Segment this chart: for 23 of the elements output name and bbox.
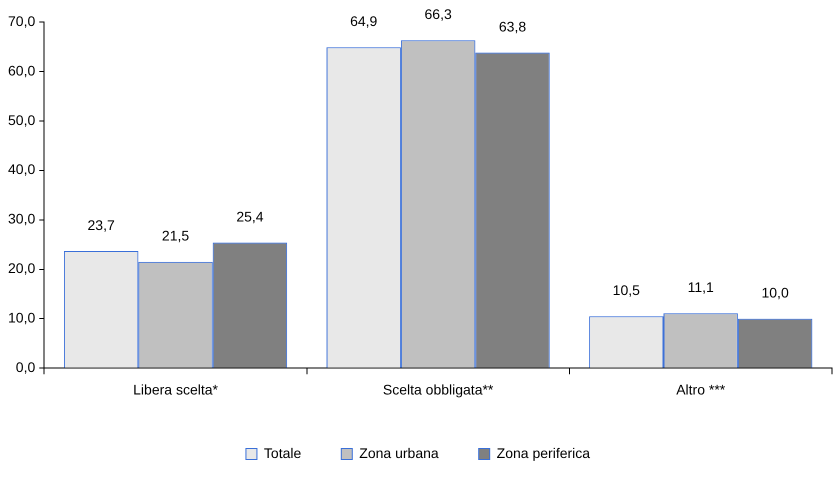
legend-label: Zona periferica bbox=[496, 444, 590, 461]
data-label: 10,5 bbox=[612, 282, 640, 298]
data-label: 10,0 bbox=[761, 284, 789, 301]
y-tick-label: 20,0 bbox=[8, 260, 36, 276]
data-label: 25,4 bbox=[236, 208, 264, 224]
x-tick-label: Scelta obbligata** bbox=[382, 381, 494, 398]
data-label: 64,9 bbox=[350, 13, 378, 30]
data-label: 63,8 bbox=[498, 18, 526, 35]
legend-label: Zona urbana bbox=[359, 444, 439, 461]
x-tick-label: Libera scelta* bbox=[133, 381, 219, 398]
y-tick-label: 50,0 bbox=[8, 112, 36, 128]
data-label: 23,7 bbox=[88, 216, 115, 233]
y-tick-label: 70,0 bbox=[8, 12, 36, 29]
y-tick-label: 30,0 bbox=[8, 210, 36, 227]
y-tick-label: 60,0 bbox=[8, 62, 36, 78]
y-tick-label: 0,0 bbox=[16, 359, 36, 376]
y-tick-label: 40,0 bbox=[8, 161, 36, 178]
data-label: 11,1 bbox=[688, 279, 714, 296]
data-label: 66,3 bbox=[424, 6, 452, 22]
y-tick-label: 10,0 bbox=[8, 310, 36, 326]
data-label: 21,5 bbox=[162, 228, 190, 244]
x-tick-label: Altro *** bbox=[676, 381, 726, 398]
legend-label: Totale bbox=[264, 444, 302, 461]
